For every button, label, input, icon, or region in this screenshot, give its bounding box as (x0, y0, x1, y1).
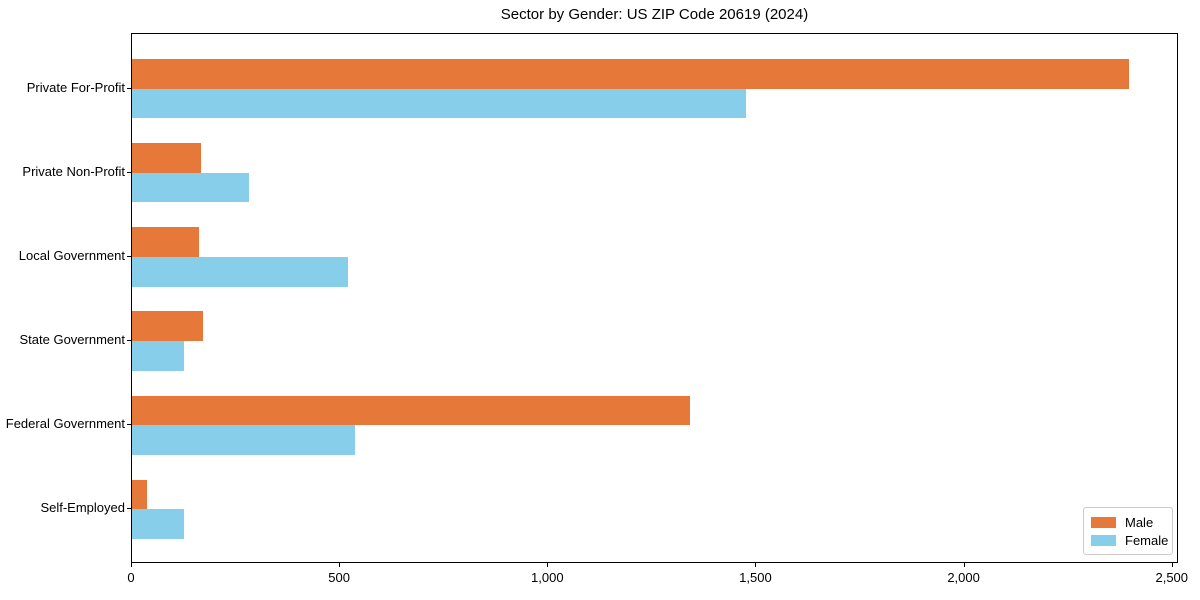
x-tick-mark (963, 563, 965, 567)
x-tick-label: 0 (127, 570, 135, 585)
legend-label: Male (1125, 514, 1154, 530)
bar-female-3 (132, 341, 185, 371)
y-tick-label: Private Non-Profit (22, 163, 125, 179)
x-tick-mark (755, 563, 757, 567)
x-tick-label: 1,000 (531, 570, 564, 585)
legend-label: Female (1125, 532, 1169, 548)
x-tick-label: 2,500 (1155, 570, 1189, 585)
bar-female-2 (132, 256, 349, 287)
x-tick-label: 500 (328, 570, 350, 585)
y-tick-label: Private For-Profit (26, 79, 125, 95)
legend-entry-male: Male (1091, 513, 1164, 531)
bar-male-1 (132, 143, 201, 173)
bar-male-3 (132, 311, 203, 342)
bar-male-5 (132, 479, 147, 510)
bar-male-2 (132, 227, 199, 257)
y-tick-label: State Government (19, 332, 126, 348)
legend-swatch-male (1091, 516, 1116, 528)
y-tick-mark (127, 424, 131, 426)
x-tick-mark (547, 563, 549, 567)
bar-female-1 (132, 172, 249, 203)
y-tick-label: Self-Employed (40, 500, 125, 516)
bar-male-0 (132, 59, 1130, 89)
bar-female-4 (132, 425, 355, 455)
x-tick-label: 1,500 (739, 570, 772, 585)
legend-entry-female: Female (1091, 531, 1168, 549)
bar-female-0 (132, 88, 747, 119)
legend-swatch-female (1091, 534, 1116, 546)
bar-male-4 (132, 395, 690, 426)
y-tick-label: Local Government (18, 247, 125, 263)
y-tick-mark (127, 340, 131, 342)
bar-female-5 (132, 509, 185, 539)
x-tick-mark (1171, 563, 1173, 567)
legend: Male Female (1083, 507, 1173, 555)
y-tick-label: Federal Government (5, 416, 125, 432)
y-tick-mark (127, 87, 131, 89)
y-tick-mark (127, 508, 131, 510)
plot-area (131, 33, 1178, 563)
x-tick-label: 2,000 (947, 570, 980, 585)
x-tick-mark (131, 563, 132, 567)
y-tick-mark (127, 255, 131, 257)
x-tick-mark (339, 563, 341, 567)
y-tick-mark (127, 171, 131, 173)
chart-title: Sector by Gender: US ZIP Code 20619 (202… (500, 6, 809, 23)
